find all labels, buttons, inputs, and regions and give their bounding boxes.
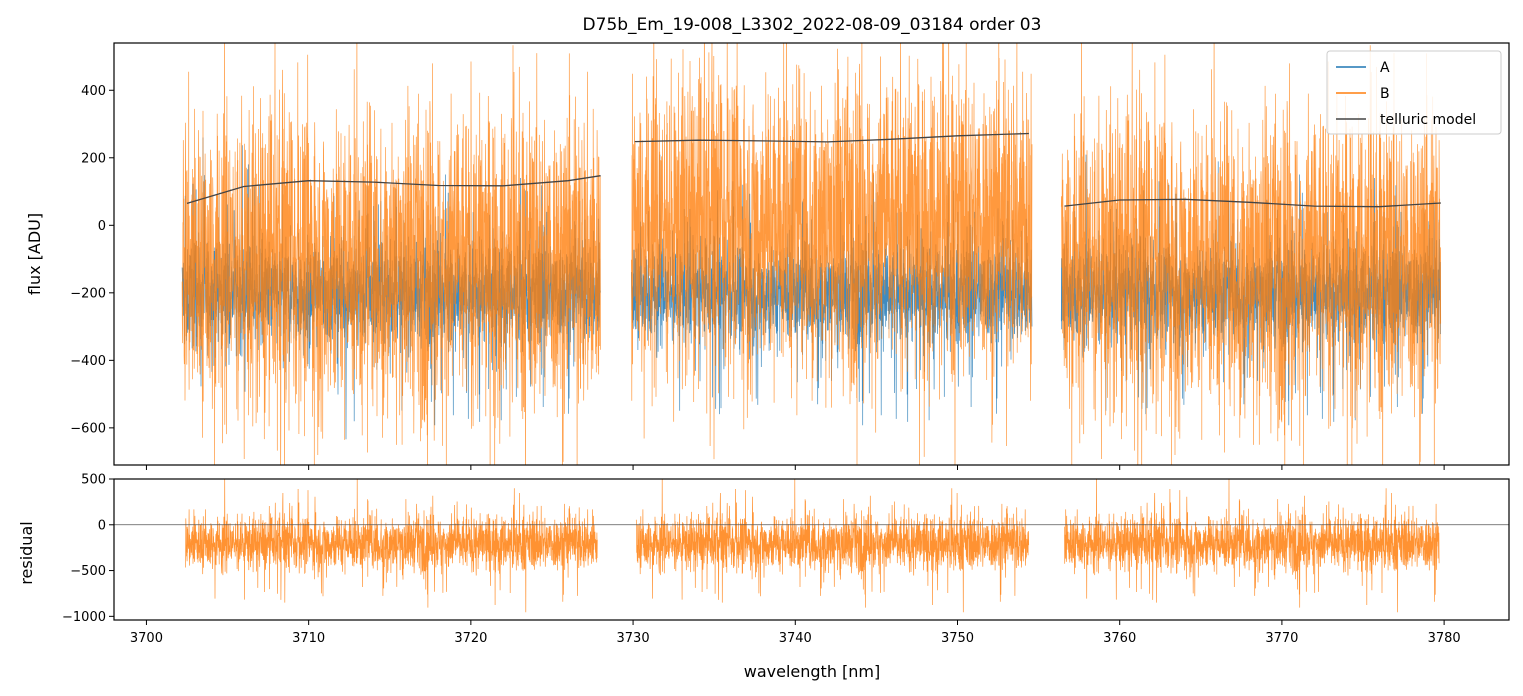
series-b-trace-1 <box>631 43 1033 465</box>
legend-label-telluric: telluric model <box>1380 112 1476 128</box>
top-ytick-label-2: 0 <box>98 219 106 234</box>
bottom-xtick-label-7: 3770 <box>1265 631 1298 646</box>
telluric-model-line-2 <box>1064 198 1441 208</box>
top-panel: 400 200 0 −200 −400 −600 flux [ADU] A B tellu… <box>25 42 1510 470</box>
bottom-xtick-label-2: 3720 <box>454 631 487 646</box>
x-axis-label: wavelength [nm] <box>744 662 881 681</box>
top-x-axis <box>145 465 1445 470</box>
telluric-model-line-1 <box>634 132 1029 143</box>
bottom-xtick-label-3: 3730 <box>617 631 650 646</box>
legend: A B telluric model <box>1326 50 1502 135</box>
residual-trace-0 <box>185 479 598 613</box>
bottom-ytick-label-2: −500 <box>70 564 106 579</box>
top-ytick-label-3: −200 <box>70 286 106 301</box>
chart-title: D75b_Em_19-008_L3302_2022-08-09_03184 or… <box>583 15 1042 35</box>
bottom-xtick-label-6: 3760 <box>1103 631 1136 646</box>
bottom-x-axis: 3700 3710 3720 3730 3740 3750 3760 3770 3780 <box>130 620 1461 646</box>
top-ytick-label-4: −400 <box>70 354 106 369</box>
bottom-axes-frame <box>113 478 1510 621</box>
top-ytick-label-0: 400 <box>81 84 106 99</box>
legend-label-b: B <box>1380 86 1390 102</box>
top-plot-area <box>181 43 1442 465</box>
bottom-xtick-label-1: 3710 <box>292 631 325 646</box>
bottom-y-axis: 500 0 −500 −1000 <box>62 473 114 625</box>
bottom-ytick-label-1: 0 <box>98 518 106 533</box>
top-y-axis: 400 200 0 −200 −400 −600 <box>70 84 114 436</box>
bottom-ytick-label-0: 500 <box>81 473 106 488</box>
bottom-plot-area <box>114 479 1509 613</box>
top-ytick-label-5: −600 <box>70 421 106 436</box>
top-ytick-label-1: 200 <box>81 151 106 166</box>
top-axes-frame <box>113 42 1510 466</box>
bottom-xtick-label-0: 3700 <box>130 631 163 646</box>
legend-box <box>1326 50 1502 135</box>
top-y-axis-label: flux [ADU] <box>25 213 44 295</box>
series-b-trace-2 <box>1060 43 1442 465</box>
residual-trace-2 <box>1064 479 1440 613</box>
series-b-trace-0 <box>181 43 601 465</box>
bottom-ytick-label-3: −1000 <box>62 610 106 625</box>
residual-trace-1 <box>635 479 1030 613</box>
bottom-y-axis-label: residual <box>17 521 36 584</box>
bottom-xtick-label-8: 3780 <box>1428 631 1461 646</box>
bottom-xtick-label-4: 3740 <box>779 631 812 646</box>
legend-label-a: A <box>1380 60 1390 76</box>
bottom-xtick-label-5: 3750 <box>941 631 974 646</box>
telluric-model-line-0 <box>186 175 601 205</box>
